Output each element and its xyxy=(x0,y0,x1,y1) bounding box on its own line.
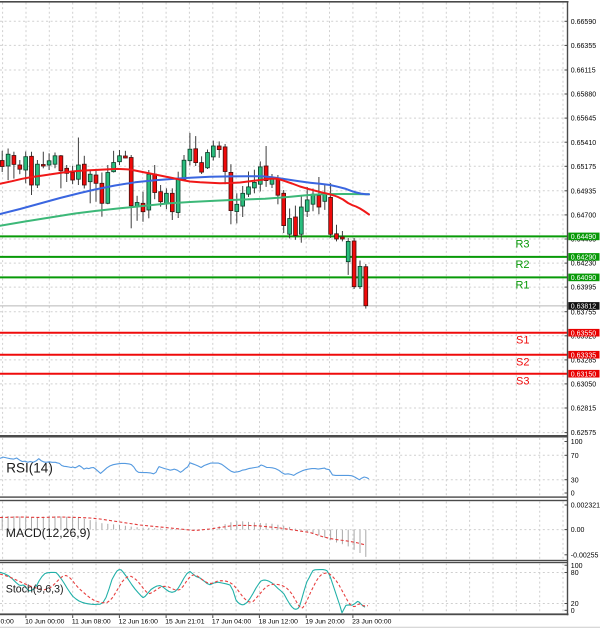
svg-text:0.66115: 0.66115 xyxy=(571,68,596,75)
svg-text:11 Jun 08:00: 11 Jun 08:00 xyxy=(72,618,111,625)
svg-text:17 Jun 04:00: 17 Jun 04:00 xyxy=(212,618,252,625)
svg-text:0.64700: 0.64700 xyxy=(571,213,596,220)
svg-text:19 Jun 20:00: 19 Jun 20:00 xyxy=(305,618,345,625)
svg-text:R1: R1 xyxy=(515,279,529,291)
svg-text:23 Jun 00:00: 23 Jun 00:00 xyxy=(352,618,392,625)
svg-text:0.64230: 0.64230 xyxy=(571,261,596,268)
svg-text:0.002321: 0.002321 xyxy=(571,503,600,510)
svg-text:15 Jun 21:01: 15 Jun 21:01 xyxy=(165,618,205,625)
svg-text:S3: S3 xyxy=(516,376,529,388)
svg-text:20: 20 xyxy=(571,601,579,608)
svg-text:0.63550: 0.63550 xyxy=(571,330,596,337)
svg-text:100: 100 xyxy=(571,439,583,446)
svg-text:30: 30 xyxy=(571,477,579,484)
svg-text:MACD(12,26,9): MACD(12,26,9) xyxy=(6,526,91,540)
svg-text:0.65880: 0.65880 xyxy=(571,92,596,99)
svg-text:0.64290: 0.64290 xyxy=(571,255,596,262)
svg-text:S2: S2 xyxy=(516,357,529,369)
svg-text:0:00: 0:00 xyxy=(1,618,14,625)
svg-text:S1: S1 xyxy=(516,335,529,347)
svg-text:0: 0 xyxy=(571,608,575,615)
svg-text:0.63150: 0.63150 xyxy=(571,371,596,378)
svg-text:70: 70 xyxy=(571,453,579,460)
svg-text:0.63995: 0.63995 xyxy=(571,285,596,292)
svg-text:RSI(14): RSI(14) xyxy=(6,461,53,476)
svg-text:0.00: 0.00 xyxy=(571,527,585,534)
svg-text:0.63812: 0.63812 xyxy=(571,304,596,311)
svg-text:0.66590: 0.66590 xyxy=(571,19,596,26)
svg-text:80: 80 xyxy=(571,570,579,577)
svg-text:-0.00255: -0.00255 xyxy=(571,552,599,559)
svg-text:0.62815: 0.62815 xyxy=(571,406,596,413)
svg-text:0.62575: 0.62575 xyxy=(571,430,596,437)
svg-text:0.63755: 0.63755 xyxy=(571,309,596,316)
svg-text:0.63520: 0.63520 xyxy=(571,333,596,340)
svg-text:0: 0 xyxy=(571,491,575,498)
svg-text:R3: R3 xyxy=(515,238,529,250)
svg-text:0.64935: 0.64935 xyxy=(571,188,596,195)
svg-text:0.64090: 0.64090 xyxy=(571,275,596,282)
svg-text:0.63050: 0.63050 xyxy=(571,382,596,389)
svg-text:0.64490: 0.64490 xyxy=(571,234,596,241)
svg-text:0.65175: 0.65175 xyxy=(571,164,596,171)
svg-text:0.63335: 0.63335 xyxy=(571,352,596,359)
svg-text:0.66355: 0.66355 xyxy=(571,43,596,50)
svg-text:18 Jun 12:00: 18 Jun 12:00 xyxy=(259,618,299,625)
svg-text:Stoch(9,6,3): Stoch(9,6,3) xyxy=(6,584,64,596)
svg-text:10 Jun 00:00: 10 Jun 00:00 xyxy=(25,618,65,625)
svg-text:0.65410: 0.65410 xyxy=(571,140,596,147)
svg-text:0.63285: 0.63285 xyxy=(571,358,596,365)
svg-text:100: 100 xyxy=(571,563,583,570)
svg-text:0.65645: 0.65645 xyxy=(571,116,596,123)
svg-text:12 Jun 16:00: 12 Jun 16:00 xyxy=(119,618,159,625)
svg-text:R2: R2 xyxy=(515,259,529,271)
